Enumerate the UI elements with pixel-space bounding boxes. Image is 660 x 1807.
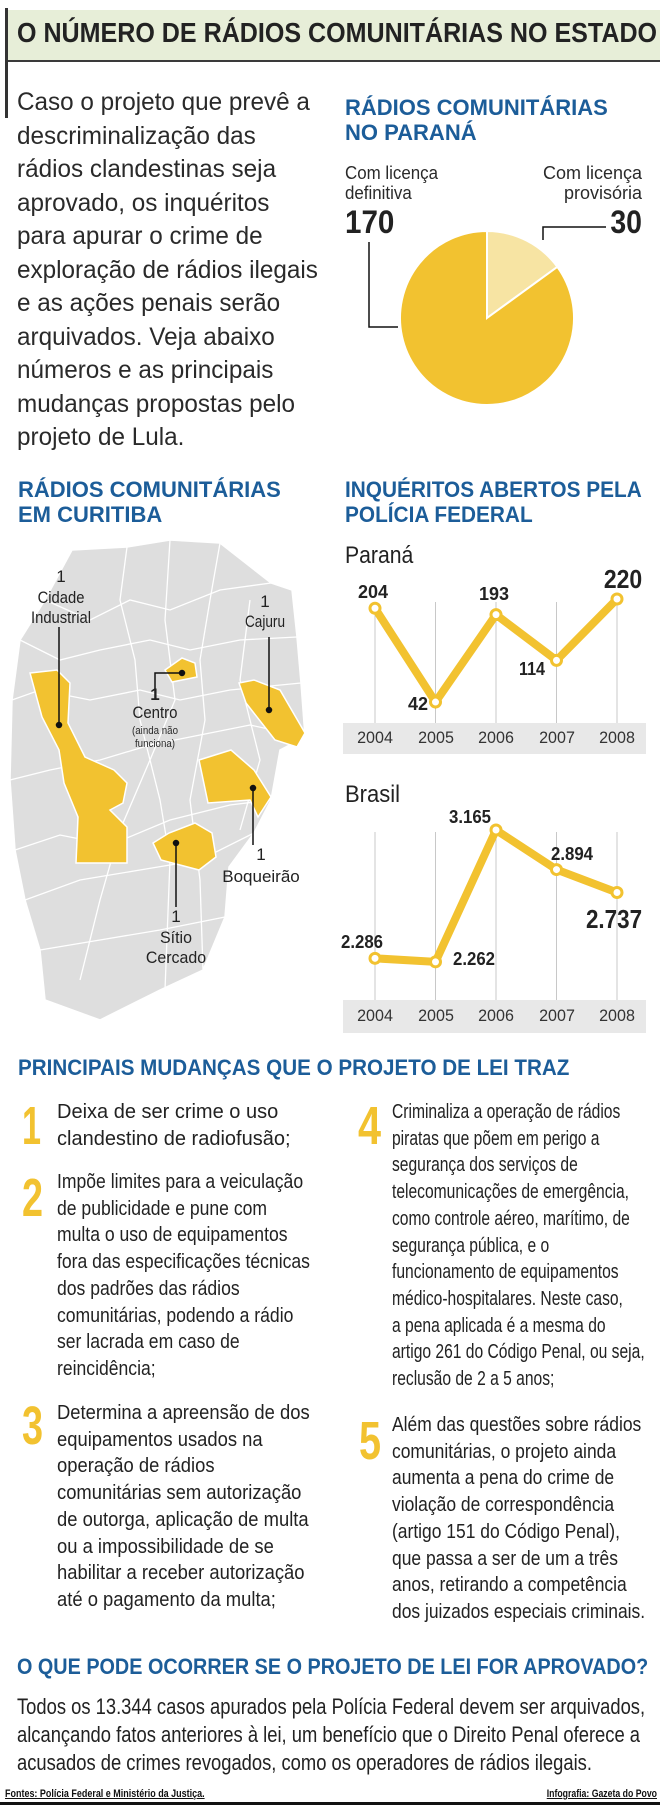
map-outline [9, 539, 306, 1021]
brasil-x-tick-label: 2007 [538, 1006, 575, 1025]
brasil-x-tick-label: 2008 [599, 1006, 635, 1025]
curitiba-map [9, 539, 306, 1021]
intro-text: Caso o projeto que prevê a descriminaliz… [17, 88, 318, 451]
map-label-centro-note: (ainda não funciona) [132, 725, 178, 750]
parana-data-label: 220 [603, 564, 643, 594]
brasil-x-tick-label: 2004 [357, 1006, 393, 1025]
change-text: Determina a apreensão de dos equipamento… [57, 1402, 310, 1611]
data-point [610, 885, 624, 899]
brasil-data-label: 2.737 [585, 904, 643, 934]
pie-heading: RÁDIOS COMUNITÁRIAS NO PARANÁ [345, 95, 608, 145]
region-cajuru [238, 679, 306, 748]
brasil-data-label: 3.165 [448, 807, 492, 827]
map-label-sitio-cercado-count: 1 [171, 907, 181, 926]
parana-chart-title: Paraná [345, 542, 414, 569]
map-label-centro: Centro [132, 703, 178, 722]
pie-slice [486, 229, 559, 320]
brasil-x-tick-label: 2006 [478, 1006, 514, 1025]
outcome-heading: O QUE PODE OCORRER SE O PROJETO DE LEI F… [17, 1654, 649, 1679]
change-number: 2 [22, 1168, 44, 1228]
sources-credit: Fontes: Polícia Federal e Ministério da … [5, 1788, 205, 1800]
parana-line-chart [368, 592, 624, 723]
brasil-data-label: 2.894 [550, 844, 594, 864]
changes-heading: PRINCIPAIS MUDANÇAS QUE O PROJETO DE LEI… [18, 1055, 570, 1080]
region-sitio-cercado [152, 822, 217, 871]
pie-leader-lines [368, 226, 606, 328]
map-label-cidade-industrial: Cidade Industrial [31, 588, 91, 627]
data-point [489, 608, 503, 622]
map-leader-lines [55, 627, 273, 907]
provisoria-value: 30 [610, 204, 642, 240]
parana-data-label: 42 [407, 694, 429, 714]
region-cidade-industrial [29, 669, 128, 864]
change-text: Impõe limites para a veiculação de publi… [57, 1171, 310, 1380]
inquiries-heading: INQUÉRITOS ABERTOS PELA POLÍCIA FEDERAL [345, 477, 642, 527]
data-point [368, 601, 382, 615]
map-label-boqueirao-count: 1 [256, 845, 266, 864]
outcome-text: Todos os 13.344 casos apurados pela Polí… [17, 1694, 646, 1775]
data-point [429, 955, 442, 969]
map-label-cidade-industrial-count: 1 [56, 567, 66, 586]
data-point [550, 653, 563, 667]
data-point [429, 695, 442, 709]
change-number: 3 [22, 1396, 44, 1456]
map-label-cajuru: Cajuru [244, 612, 286, 631]
map-label-cajuru-count: 1 [260, 592, 270, 611]
parana-x-tick-label: 2005 [417, 728, 454, 747]
brasil-data-label: 2.262 [452, 949, 496, 969]
brasil-line-chart [368, 823, 624, 1000]
map-heading: RÁDIOS COMUNITÁRIAS EM CURITIBA [18, 477, 281, 527]
footer-rule [0, 1802, 660, 1805]
map-label-centro-count: 1 [150, 685, 160, 704]
definitiva-value: 170 [345, 204, 395, 240]
parana-x-tick-label: 2006 [478, 728, 514, 747]
page-title: O NÚMERO DE RÁDIOS COMUNITÁRIAS NO ESTAD… [17, 17, 658, 48]
parana-x-tick-label: 2004 [357, 728, 393, 747]
data-point [489, 823, 503, 837]
change-text: Criminaliza a operação de rádios piratas… [392, 1101, 645, 1391]
change-text: Deixa de ser crime o uso clandestino de … [57, 1101, 291, 1150]
brasil-chart-title: Brasil [345, 781, 401, 808]
pie-slice [399, 229, 575, 406]
parana-x-tick-label: 2008 [599, 728, 635, 747]
map-label-sitio-cercado: Sítio Cercado [145, 928, 207, 967]
parana-x-tick-label: 2007 [538, 728, 575, 747]
change-number: 4 [358, 1096, 382, 1156]
provisoria-label: Com licença provisória [542, 163, 642, 203]
parana-axis-band [343, 723, 646, 754]
title-band [8, 10, 660, 62]
brasil-axis-band [343, 1000, 646, 1033]
change-text: Além das questões sobre rádios comunitár… [392, 1414, 646, 1623]
change-number: 5 [359, 1411, 382, 1471]
definitiva-label: Com licença definitiva [345, 163, 439, 203]
change-number: 1 [22, 1096, 42, 1156]
data-point [368, 951, 382, 965]
parana-data-label: 204 [357, 582, 389, 602]
brasil-data-label: 2.286 [340, 932, 384, 952]
brasil-x-tick-label: 2005 [417, 1006, 454, 1025]
left-rule [5, 8, 8, 118]
parana-data-label: 193 [478, 584, 510, 604]
parana-data-label: 114 [518, 659, 546, 679]
map-label-boqueirao: Boqueirão [222, 867, 300, 886]
data-point [610, 592, 624, 606]
infographic-credit: Infografia: Gazeta do Povo [546, 1788, 657, 1800]
pie-chart [399, 229, 575, 406]
data-point [550, 863, 563, 877]
